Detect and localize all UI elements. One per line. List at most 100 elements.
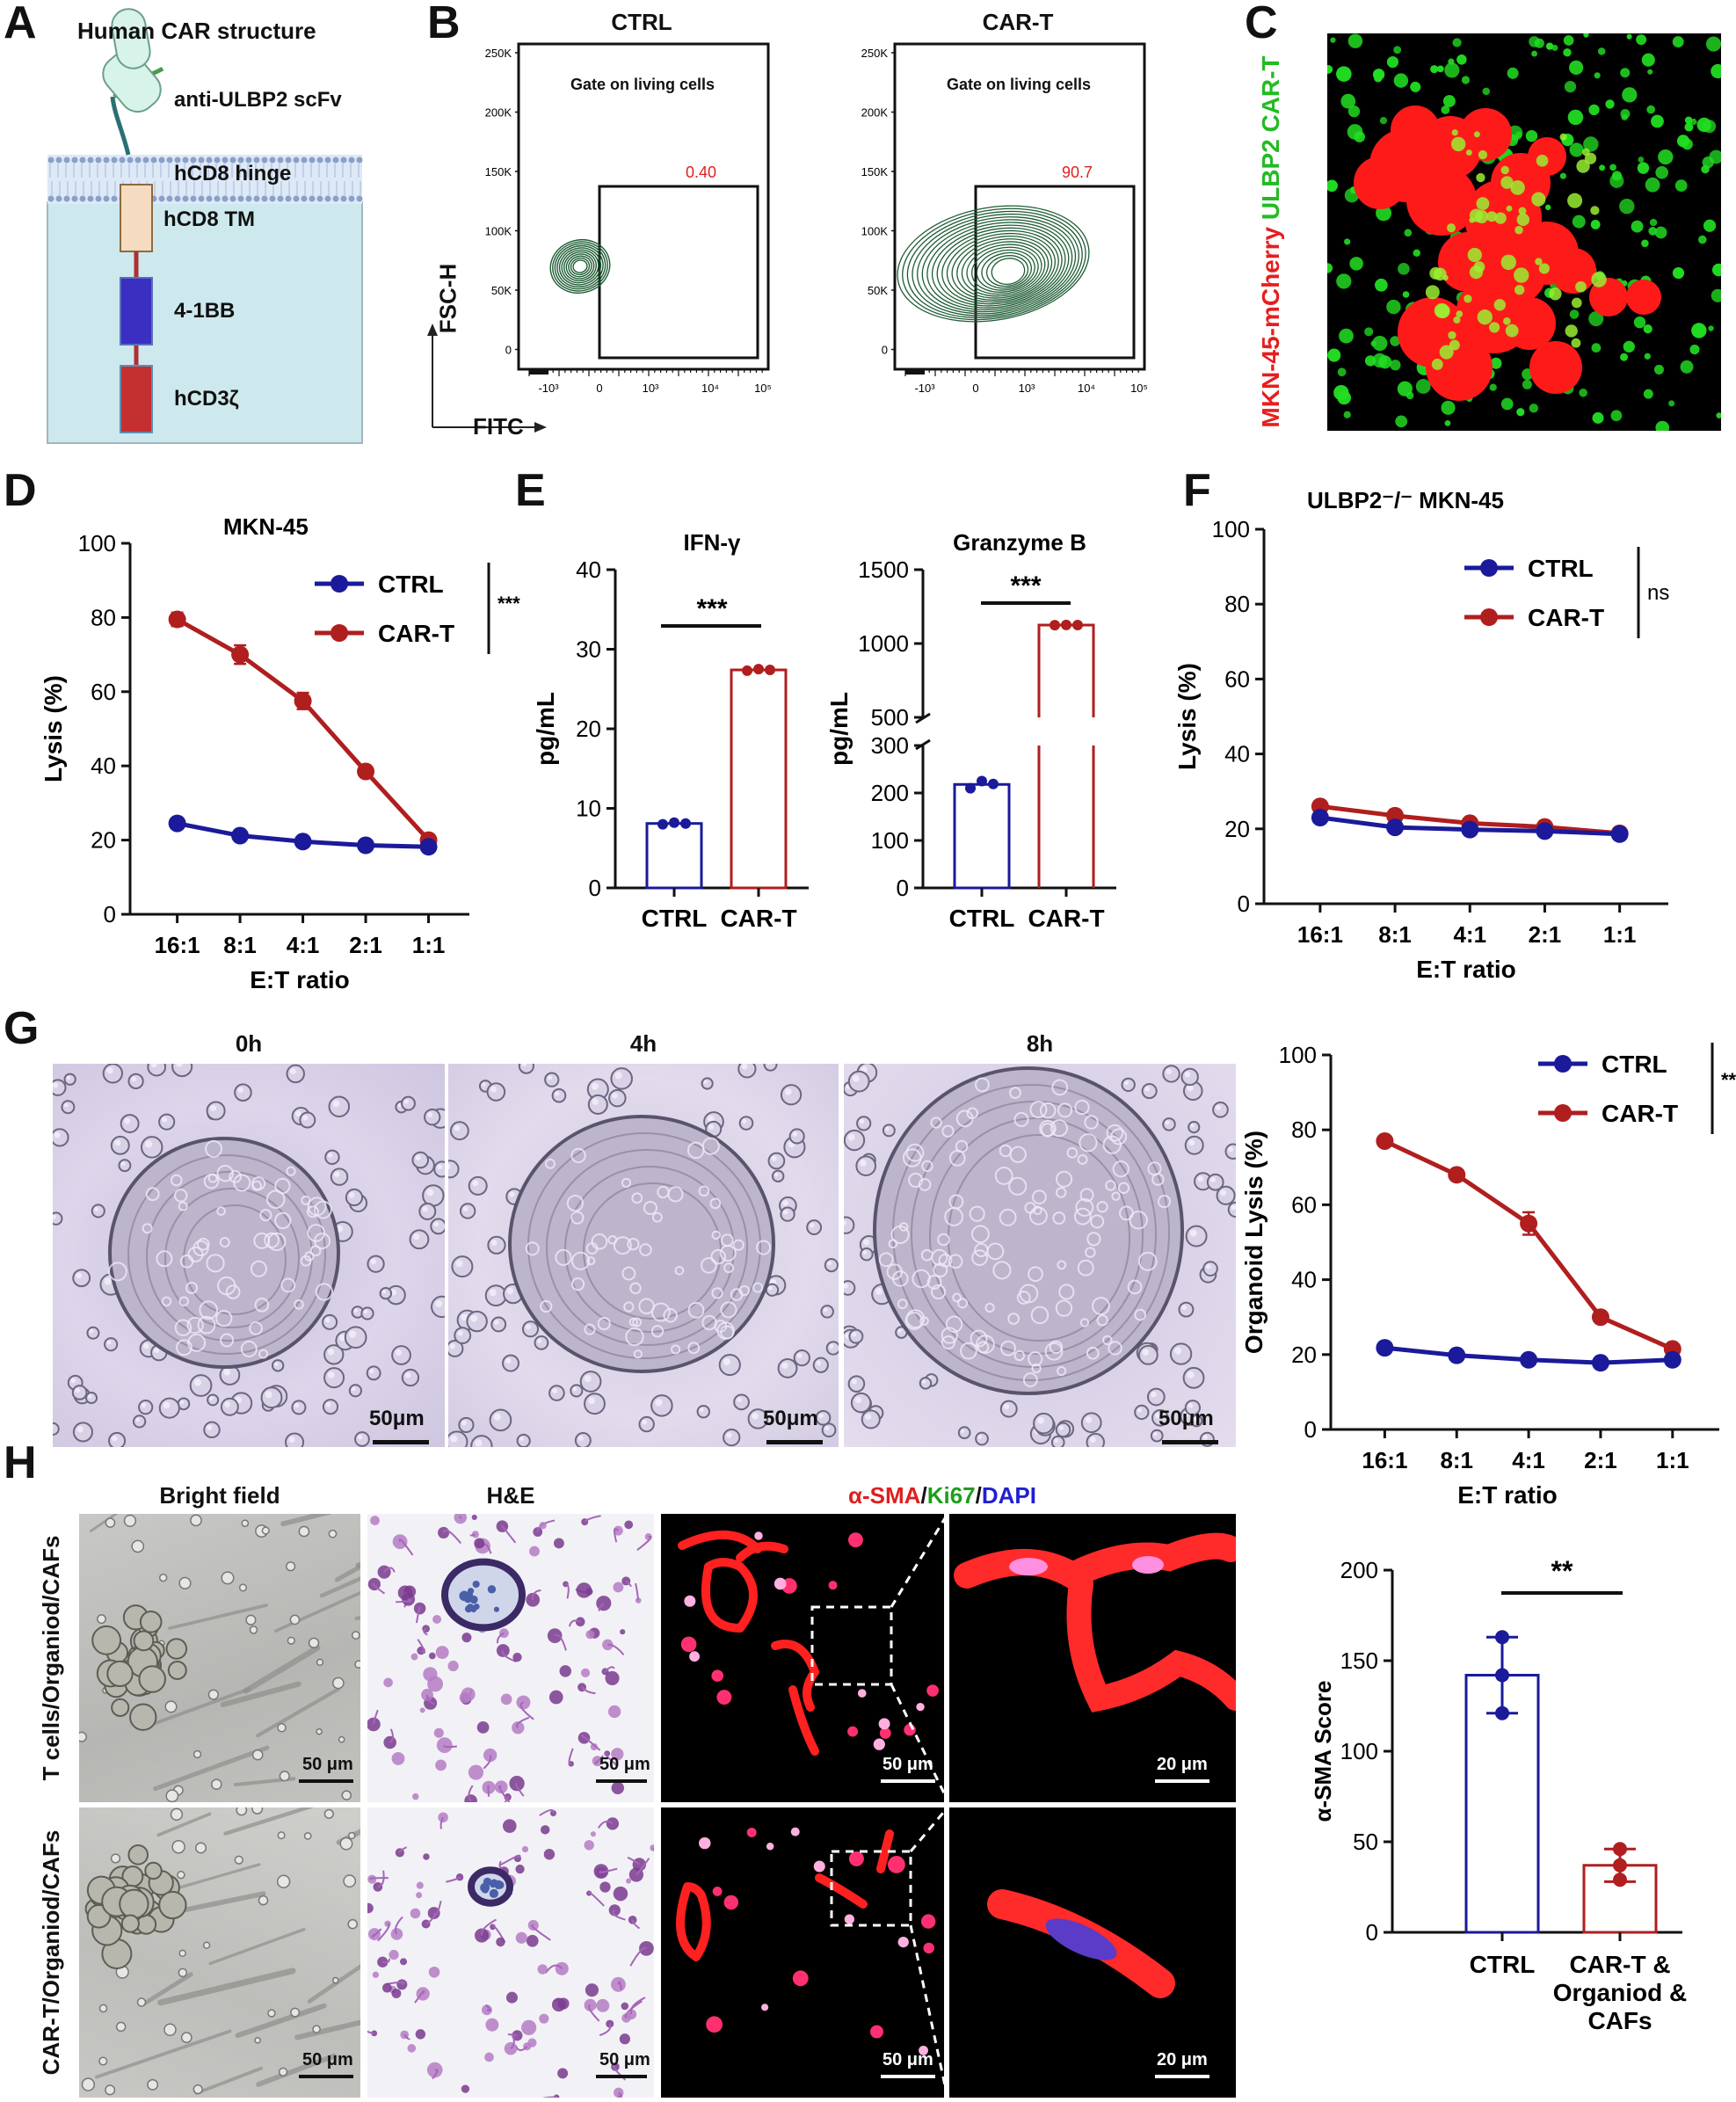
- green-cell: [1583, 136, 1599, 152]
- he-cell: [559, 1665, 571, 1677]
- organoid-cell: [1112, 1160, 1129, 1178]
- suspended-cell: [164, 1700, 178, 1713]
- green-cell: [1597, 47, 1606, 55]
- t-cell: [584, 1393, 606, 1415]
- green-cell: [1336, 273, 1352, 289]
- he-fiber: [581, 1735, 601, 1751]
- overlap-cell: [1473, 261, 1485, 273]
- he-cell: [468, 1764, 484, 1780]
- lipid-head: [253, 195, 260, 202]
- t-cell-highlight: [827, 1261, 832, 1266]
- green-cell: [1588, 310, 1604, 327]
- organoid-cell: [716, 1321, 735, 1340]
- suspended-cell: [285, 1561, 296, 1572]
- data-point: [988, 778, 999, 789]
- t-cell: [516, 1433, 531, 1447]
- if-zoom-1: [949, 1514, 1236, 1802]
- he-cell: [606, 1817, 620, 1830]
- he-cell: [596, 1998, 610, 2012]
- he-cell: [620, 1629, 626, 1635]
- legend-marker: [330, 624, 348, 642]
- he-fiber: [597, 1820, 614, 1829]
- suspended-cell: [195, 1842, 207, 1854]
- g-title-8h: 8h: [1026, 1030, 1054, 1057]
- organoid-cell: [1118, 1205, 1134, 1221]
- t-cell: [738, 1116, 754, 1131]
- zoom-nucleus: [1009, 1558, 1048, 1575]
- contour-cart: [936, 227, 1063, 307]
- he-cell: [435, 1759, 447, 1771]
- lipid-head: [142, 156, 149, 164]
- organoid-cell: [966, 1107, 979, 1120]
- green-cell: [1649, 218, 1658, 227]
- he-cell: [426, 2062, 443, 2078]
- he-fiber: [372, 1582, 386, 1595]
- t-cell-highlight: [327, 1371, 335, 1378]
- t-cell: [449, 1121, 469, 1141]
- t-cell: [91, 1204, 105, 1218]
- he-cell: [370, 1516, 380, 1525]
- organoid-cell: [994, 1167, 1013, 1185]
- green-cell: [1444, 62, 1460, 78]
- flow-title-ctrl: CTRL: [611, 9, 672, 35]
- organoid-cell: [229, 1170, 243, 1183]
- he-cell: [389, 1949, 399, 1960]
- organoid-cell: [1050, 1119, 1068, 1138]
- t-cell: [860, 1247, 874, 1262]
- y-tick-label: 1500: [858, 556, 909, 583]
- he-cell: [626, 2009, 637, 2020]
- overlap-cell: [1464, 295, 1472, 303]
- g-scale-0h: 50μm: [369, 1407, 425, 1430]
- green-cell: [1654, 226, 1667, 239]
- lipid-head: [95, 195, 102, 202]
- organoid-cell: [570, 1251, 591, 1270]
- green-cell: [1611, 171, 1623, 181]
- suspended-cell: [207, 1689, 219, 1700]
- t-cell-highlight: [771, 1155, 777, 1161]
- cluster-cell: [120, 1914, 140, 1933]
- green-cell: [1413, 249, 1420, 257]
- g-scalebar-0h: [373, 1440, 429, 1444]
- he-fiber: [539, 1808, 555, 1816]
- organoid-cell: [698, 1185, 710, 1197]
- asma-fiber: [678, 1531, 762, 1553]
- suspended-cell: [354, 1660, 360, 1669]
- suspended-cell: [234, 1855, 243, 1865]
- organoid-cell: [250, 1260, 267, 1277]
- overlap-cell: [1514, 267, 1529, 283]
- significance-label: ***: [498, 593, 520, 615]
- he-cell: [543, 1849, 556, 1860]
- y-tick-label: 60: [1224, 666, 1250, 692]
- contour-ctrl: [570, 257, 591, 276]
- lipid-head: [150, 156, 157, 164]
- y-tick-label: 0: [1304, 1416, 1317, 1443]
- organoid-cell: [1031, 1363, 1042, 1374]
- he-fiber: [398, 1538, 414, 1556]
- t-cell: [825, 1341, 839, 1356]
- t-cell: [848, 1328, 864, 1344]
- t-cell: [1033, 1412, 1055, 1435]
- y-tick-label: 0: [1238, 891, 1250, 917]
- contour-cart: [991, 258, 1026, 285]
- organoid-cell: [216, 1206, 226, 1216]
- organoid-cell: [1084, 1115, 1099, 1130]
- t-cell-highlight: [63, 1102, 69, 1108]
- t-cell-highlight: [53, 1425, 54, 1429]
- he-fiber: [568, 1619, 581, 1627]
- t-cell-highlight: [88, 1394, 92, 1399]
- he-cell: [621, 2002, 629, 2011]
- zoom-nucleus: [1045, 1918, 1117, 1960]
- he-cell: [476, 1720, 490, 1734]
- t-cell: [534, 1335, 549, 1350]
- overlap-cell: [1486, 211, 1498, 222]
- he-cell: [402, 1592, 416, 1606]
- contour-cart: [912, 213, 1079, 316]
- lipid-head: [332, 195, 339, 202]
- green-cell: [1529, 404, 1538, 413]
- organoid-cell: [1110, 1128, 1128, 1146]
- he-fiber: [565, 1582, 570, 1599]
- green-cell: [1349, 257, 1363, 271]
- organoid-cell: [555, 1248, 572, 1266]
- x-tick-label: 1:1: [412, 932, 446, 958]
- lipid-head: [158, 195, 165, 202]
